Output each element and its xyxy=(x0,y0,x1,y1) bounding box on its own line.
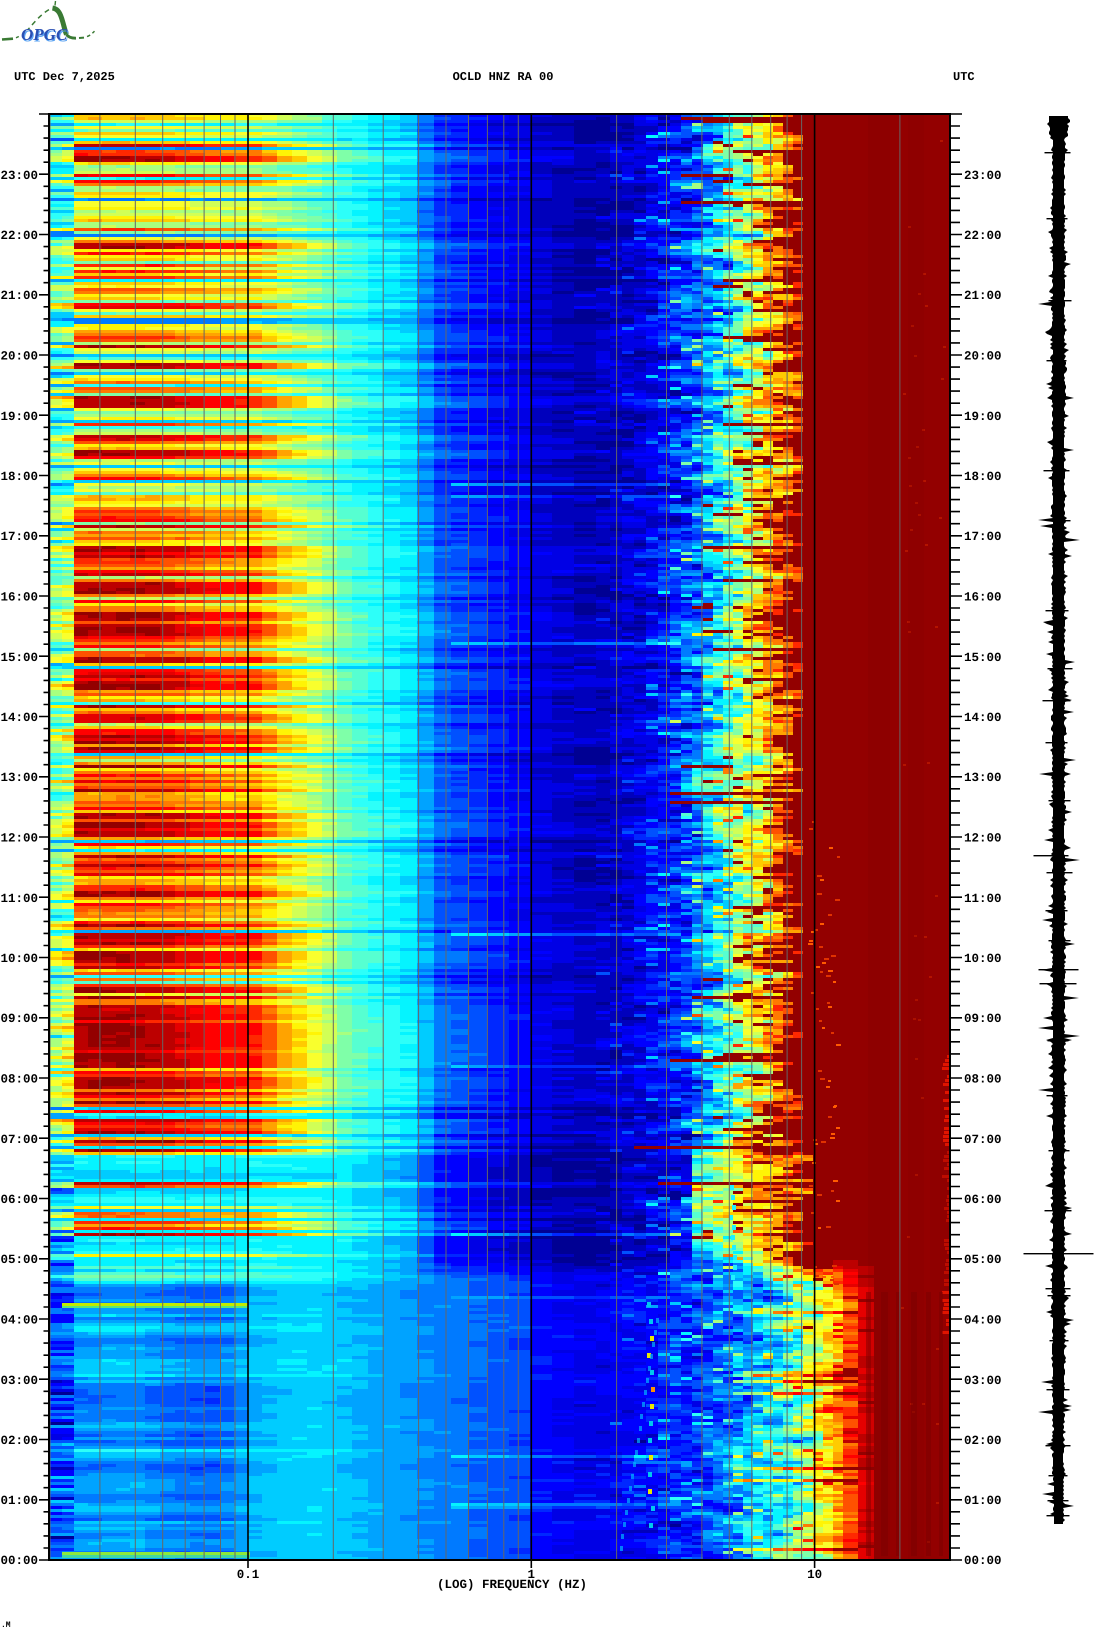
svg-text:23:00: 23:00 xyxy=(964,169,1002,183)
svg-text:18:00: 18:00 xyxy=(0,470,38,484)
svg-text:02:00: 02:00 xyxy=(964,1434,1002,1448)
svg-text:20:00: 20:00 xyxy=(0,350,38,364)
svg-text:UTC: UTC xyxy=(953,70,975,84)
svg-text:12:00: 12:00 xyxy=(964,832,1002,846)
svg-text:06:00: 06:00 xyxy=(964,1193,1002,1207)
svg-text:14:00: 14:00 xyxy=(0,711,38,725)
svg-text:14:00: 14:00 xyxy=(964,711,1002,725)
svg-text:11:00: 11:00 xyxy=(0,892,38,906)
svg-text:01:00: 01:00 xyxy=(964,1494,1002,1508)
svg-text:22:00: 22:00 xyxy=(964,229,1002,243)
svg-text:0.1: 0.1 xyxy=(237,1568,260,1582)
svg-text:02:00: 02:00 xyxy=(0,1434,38,1448)
svg-text:.M: .M xyxy=(1,1621,11,1630)
svg-text:05:00: 05:00 xyxy=(964,1253,1002,1267)
svg-text:05:00: 05:00 xyxy=(0,1253,38,1267)
svg-text:00:00: 00:00 xyxy=(964,1554,1002,1568)
svg-text:OPGC: OPGC xyxy=(22,27,69,46)
svg-text:09:00: 09:00 xyxy=(0,1012,38,1026)
svg-text:12:00: 12:00 xyxy=(0,832,38,846)
svg-text:15:00: 15:00 xyxy=(964,651,1002,665)
svg-text:19:00: 19:00 xyxy=(0,410,38,424)
svg-text:10: 10 xyxy=(807,1568,822,1582)
svg-text:08:00: 08:00 xyxy=(964,1073,1002,1087)
svg-text:03:00: 03:00 xyxy=(964,1374,1002,1388)
svg-text:04:00: 04:00 xyxy=(964,1314,1002,1328)
svg-text:OPGC: OPGC xyxy=(21,25,68,44)
svg-text:21:00: 21:00 xyxy=(0,289,38,303)
svg-text:1: 1 xyxy=(528,1568,536,1582)
svg-text:11:00: 11:00 xyxy=(964,892,1002,906)
svg-text:(LOG) FREQUENCY (HZ): (LOG) FREQUENCY (HZ) xyxy=(437,1578,587,1592)
svg-text:10:00: 10:00 xyxy=(964,952,1002,966)
svg-text:06:00: 06:00 xyxy=(0,1193,38,1207)
svg-text:13:00: 13:00 xyxy=(0,771,38,785)
svg-text:22:00: 22:00 xyxy=(0,229,38,243)
svg-text:UTC Dec 7,2025: UTC Dec 7,2025 xyxy=(14,70,115,84)
svg-text:08:00: 08:00 xyxy=(0,1073,38,1087)
svg-text:OCLD HNZ RA 00: OCLD HNZ RA 00 xyxy=(453,70,554,84)
svg-text:17:00: 17:00 xyxy=(0,530,38,544)
svg-text:18:00: 18:00 xyxy=(964,470,1002,484)
svg-text:09:00: 09:00 xyxy=(964,1012,1002,1026)
svg-text:20:00: 20:00 xyxy=(964,350,1002,364)
svg-text:23:00: 23:00 xyxy=(0,169,38,183)
svg-text:19:00: 19:00 xyxy=(964,410,1002,424)
svg-text:10:00: 10:00 xyxy=(0,952,38,966)
svg-text:16:00: 16:00 xyxy=(964,591,1002,605)
svg-text:07:00: 07:00 xyxy=(0,1133,38,1147)
svg-text:04:00: 04:00 xyxy=(0,1314,38,1328)
svg-text:13:00: 13:00 xyxy=(964,771,1002,785)
svg-text:16:00: 16:00 xyxy=(0,591,38,605)
svg-text:15:00: 15:00 xyxy=(0,651,38,665)
svg-text:07:00: 07:00 xyxy=(964,1133,1002,1147)
svg-text:17:00: 17:00 xyxy=(964,530,1002,544)
svg-text:01:00: 01:00 xyxy=(0,1494,38,1508)
svg-text:03:00: 03:00 xyxy=(0,1374,38,1388)
svg-text:00:00: 00:00 xyxy=(0,1554,38,1568)
svg-text:21:00: 21:00 xyxy=(964,289,1002,303)
